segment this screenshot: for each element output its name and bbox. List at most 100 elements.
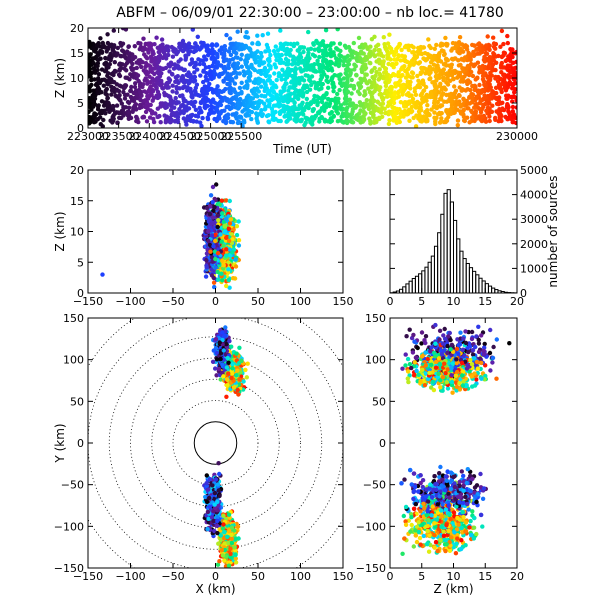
source-point: [137, 61, 142, 66]
source-point: [435, 112, 441, 117]
source-point: [234, 116, 239, 121]
source-point: [292, 56, 297, 61]
source-point: [162, 90, 167, 96]
source-point: [372, 89, 377, 94]
source-point: [249, 88, 255, 93]
source-point: [231, 276, 236, 281]
source-point: [413, 124, 419, 128]
x-height-ylabel: Z (km): [53, 211, 67, 251]
source-point: [152, 66, 157, 71]
source-point: [455, 123, 460, 128]
source-point: [456, 40, 462, 45]
source-point: [177, 93, 183, 99]
source-point: [188, 62, 193, 67]
source-point: [444, 99, 450, 104]
source-point: [160, 42, 165, 47]
source-point: [263, 81, 268, 87]
source-point: [181, 108, 187, 114]
source-point: [249, 116, 254, 122]
source-point: [95, 63, 100, 69]
source-point: [389, 62, 394, 68]
source-point: [91, 93, 97, 99]
source-point: [188, 114, 193, 120]
source-point: [266, 103, 272, 108]
source-point: [304, 84, 310, 89]
source-point: [255, 33, 260, 38]
source-point: [101, 83, 107, 88]
source-point: [192, 70, 197, 75]
source-point: [215, 224, 220, 230]
source-point: [146, 87, 152, 93]
source-point: [295, 112, 300, 117]
source-point: [510, 54, 515, 60]
source-point: [458, 111, 464, 116]
source-point: [510, 120, 515, 125]
source-point: [432, 110, 437, 115]
source-point: [491, 89, 496, 95]
source-point: [109, 77, 114, 83]
source-point: [309, 74, 315, 79]
source-point: [221, 263, 226, 268]
source-point: [176, 59, 181, 64]
source-point: [228, 99, 233, 105]
source-point: [200, 92, 205, 97]
source-point: [176, 64, 181, 69]
source-point: [269, 81, 274, 86]
source-point: [351, 83, 357, 89]
source-point: [88, 109, 91, 115]
source-point: [234, 232, 240, 238]
source-point: [293, 61, 298, 66]
source-point: [213, 366, 218, 371]
source-point: [421, 56, 426, 61]
source-point: [425, 103, 430, 108]
source-point: [456, 58, 461, 63]
source-point: [312, 54, 318, 59]
source-point: [320, 39, 326, 44]
source-point: [213, 72, 218, 77]
source-point: [319, 96, 325, 101]
source-point: [401, 102, 407, 107]
source-point: [246, 103, 252, 109]
source-point: [101, 43, 106, 48]
source-point: [335, 91, 340, 97]
source-point: [473, 113, 478, 119]
source-point: [250, 41, 255, 46]
source-point: [109, 92, 114, 97]
source-point: [207, 212, 213, 217]
source-point: [89, 117, 94, 122]
source-point: [444, 43, 450, 48]
source-point: [239, 80, 244, 86]
source-point: [349, 53, 354, 58]
source-point: [368, 121, 373, 126]
source-point: [196, 57, 201, 62]
source-point: [303, 115, 308, 121]
source-point: [255, 118, 260, 124]
source-point: [499, 118, 504, 124]
y-tick-label: 3000: [520, 213, 548, 226]
source-point: [211, 244, 216, 249]
source-point: [226, 267, 231, 272]
source-point: [472, 105, 477, 110]
source-point: [170, 72, 175, 77]
source-point: [111, 116, 116, 122]
source-point: [407, 118, 412, 124]
source-point: [105, 103, 110, 108]
source-point: [419, 80, 424, 86]
source-point: [215, 269, 220, 275]
source-point: [365, 81, 370, 86]
source-point: [224, 198, 229, 203]
source-point: [219, 198, 225, 203]
source-point: [306, 29, 311, 35]
source-point: [127, 110, 132, 115]
source-point: [475, 75, 480, 80]
source-point: [253, 77, 258, 82]
source-point: [469, 69, 474, 75]
source-point: [209, 233, 215, 238]
source-point: [314, 69, 319, 74]
source-point: [458, 62, 463, 68]
source-point: [232, 66, 237, 72]
source-point: [475, 60, 481, 65]
source-point: [428, 76, 433, 81]
source-point: [354, 56, 359, 61]
source-point: [116, 72, 122, 77]
